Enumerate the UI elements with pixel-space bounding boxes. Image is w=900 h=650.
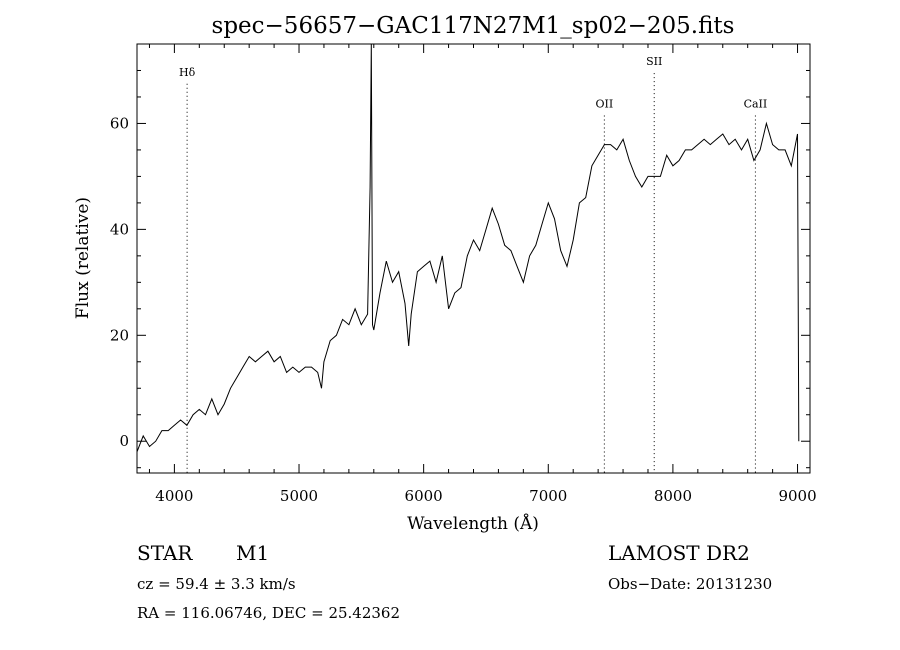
ion-markers: Hδ OII SII CaII [179,55,767,473]
chart-title: spec−56657−GAC117N27M1_sp02−205.fits [212,13,735,39]
plot-frame [136,43,811,474]
x-tick-label: 7000 [529,487,567,505]
survey-name: LAMOST DR2 [608,541,750,565]
sky-coordinates: RA = 116.06746, DEC = 25.42362 [137,604,401,622]
y-tick-label: 20 [110,326,129,344]
y-tick-label: 60 [110,114,129,132]
x-tick-label: 4000 [155,487,193,505]
x-axis: 4000 5000 6000 7000 8000 9000 [148,44,817,505]
y-axis: 0 20 40 60 [110,69,810,469]
object-type: STAR [137,541,193,565]
x-tick-label: 6000 [405,487,443,505]
x-tick-label: 9000 [778,487,816,505]
redshift-velocity: cz = 59.4 ± 3.3 km/s [137,575,296,593]
x-tick-label: 5000 [280,487,318,505]
ion-marker-label: CaII [744,98,768,111]
x-tick-label: 8000 [654,487,692,505]
ion-marker-label: SII [646,55,662,68]
spectrum-line [136,43,800,452]
ion-marker-label: Hδ [179,66,196,79]
observation-date: Obs−Date: 20131230 [608,575,773,593]
ion-marker-label: OII [596,98,614,111]
x-axis-label: Wavelength (Å) [407,513,539,534]
y-axis-label: Flux (relative) [73,197,93,319]
y-tick-label: 40 [110,220,129,238]
object-subclass: M1 [236,541,270,565]
y-tick-label: 0 [119,432,129,450]
